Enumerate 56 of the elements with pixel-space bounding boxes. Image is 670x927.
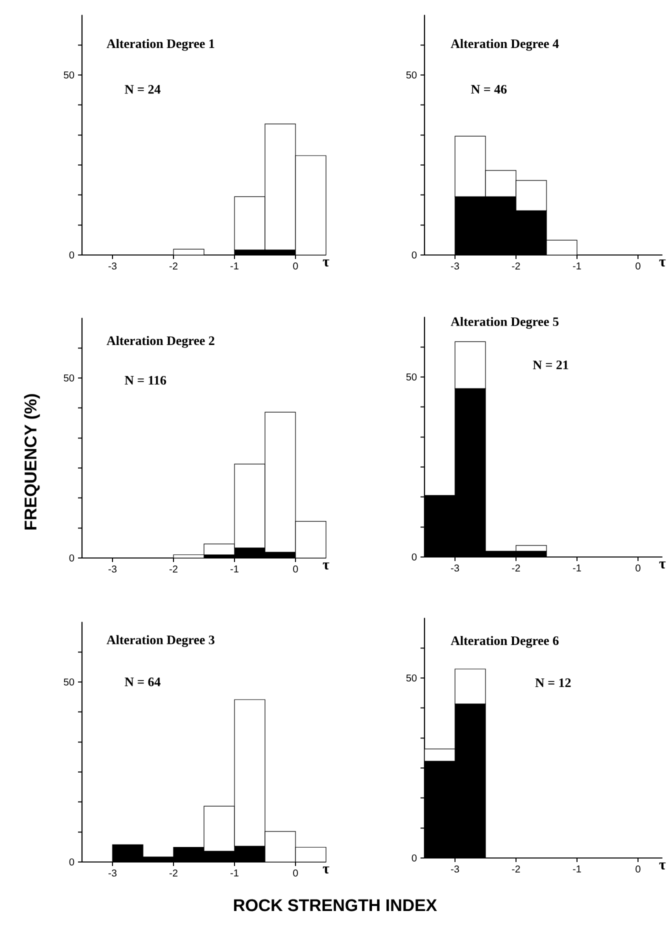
x-tick-label: -2 [512,262,520,270]
x-tick-label: -1 [573,866,581,872]
text: N = 12 [535,678,571,687]
text: N = 64 [124,678,160,686]
x-tick-label: -1 [573,564,581,572]
x-tick-label: 0 [636,262,640,270]
x-tick-label: -1 [230,565,238,572]
y-tick-label: 0 [412,854,417,862]
text: N = 46 [471,84,507,94]
x-tick-label: -1 [230,262,238,270]
y-tick-label: 50 [64,374,74,382]
x-tick-label: -3 [451,866,459,873]
x-tick-label: -2 [170,870,178,876]
text: Alteration Degree 1 [106,38,214,51]
y-tick-label: 0 [69,251,74,259]
x-tick-label: 0 [636,564,640,572]
text: Alteration Degree 6 [450,636,559,648]
y-tick-label: 0 [69,858,74,866]
text: Alteration Degree 3 [106,635,214,648]
x-tick-label: -3 [451,262,459,270]
x-axis-title: τ [659,862,666,870]
x-axis-title: τ [659,562,666,569]
x-tick-label: -3 [108,566,116,573]
y-tick-label: 50 [406,674,417,682]
y-tick-label: 0 [412,553,417,561]
x-tick-label: -3 [451,564,459,572]
text: N = 116 [124,376,166,385]
x-axis-title: τ [322,260,330,267]
text: N = 21 [532,360,568,370]
x-tick-label: -2 [170,566,178,572]
y-axis-title: FREQUENCY (%) [24,394,40,530]
text: ROCK STRENGTH INDEX [234,899,437,912]
text: N = 24 [124,85,160,94]
x-tick-label: -2 [170,262,178,270]
x-tick-label: 0 [636,866,640,873]
y-tick-label: 0 [412,251,417,259]
x-tick-label: 0 [293,870,298,877]
x-tick-label: -1 [573,262,581,270]
chart-title: Alteration Degree 5 [450,316,559,329]
x-tick-label: 0 [293,566,298,573]
text: Alteration Degree 4 [450,38,559,51]
y-tick-label: 50 [64,71,74,79]
text: Alteration Degree 2 [106,336,214,348]
x-axis-title: τ [322,562,330,570]
x-tick-label: -1 [230,870,238,876]
x-axis-title: τ [659,260,666,267]
x-tick-label: 0 [293,262,298,270]
x-axis-title: τ [322,866,330,874]
x-tick-label: -3 [108,262,116,270]
x-tick-label: -2 [512,564,520,572]
y-tick-label: 50 [406,373,417,381]
y-tick-label: 50 [406,71,417,79]
x-tick-label: -3 [108,870,116,877]
x-tick-label: -2 [512,866,520,872]
y-tick-label: 50 [64,678,74,686]
y-tick-label: 0 [69,554,74,562]
